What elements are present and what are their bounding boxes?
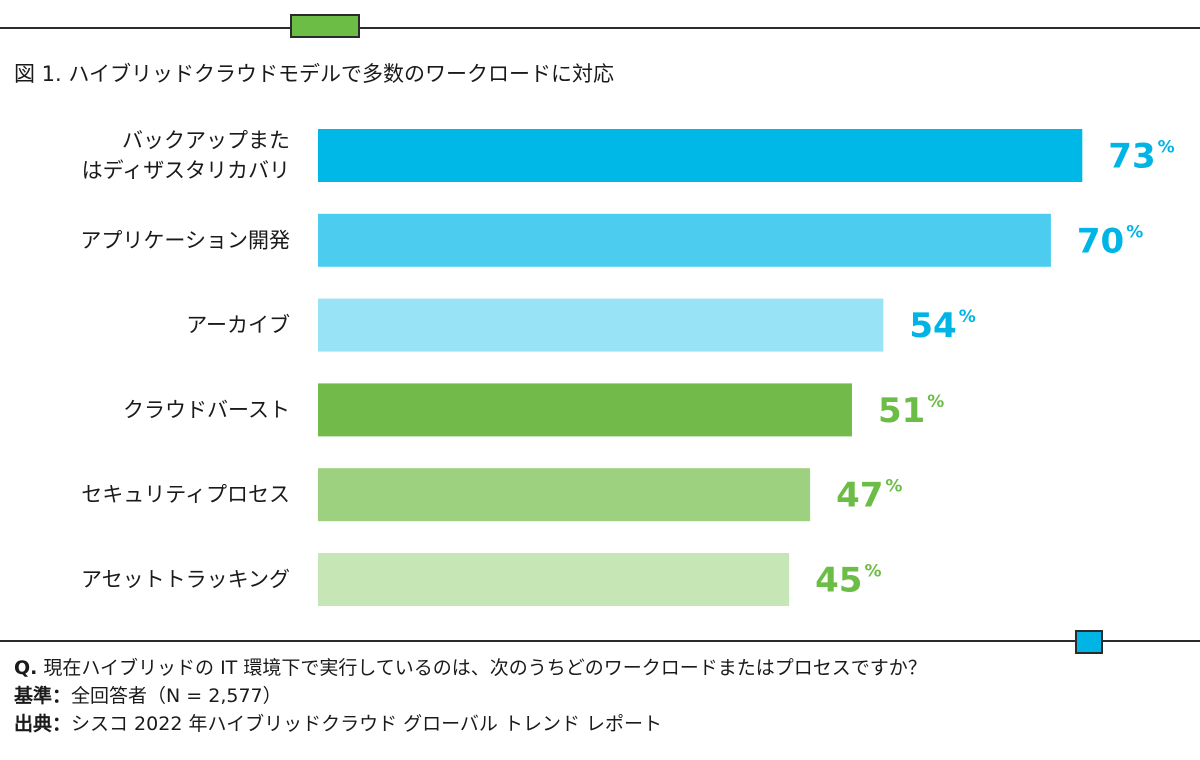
- source-label: 出典：: [14, 713, 72, 735]
- value-label-1: 73%: [1108, 137, 1174, 177]
- bottom-rule: [0, 640, 1200, 642]
- category-label-2: アプリケーション開発: [80, 228, 290, 252]
- question-text: 現在ハイブリッドの IT 環境下で実行しているのは、次のうちどのワークロードまた…: [37, 657, 927, 679]
- bar-5: [318, 468, 811, 522]
- category-label-1-line-2: はディザスタリカバリ: [82, 159, 290, 183]
- bar-6: [318, 553, 790, 606]
- base-label: 基準：: [14, 685, 72, 707]
- base-text: 全回答者（N = 2,577）: [71, 685, 282, 707]
- base-line: 基準：全回答者（N = 2,577）: [14, 682, 927, 710]
- category-label-3: アーカイブ: [186, 313, 290, 337]
- bar-2: [318, 213, 1051, 267]
- blue-marker: [1075, 630, 1103, 654]
- value-label-6: 45%: [815, 561, 881, 601]
- green-marker: [290, 14, 360, 38]
- category-label-1-line-1: バックアップまた: [122, 129, 290, 153]
- value-label-5: 47%: [836, 476, 902, 516]
- question-label: Q.: [14, 657, 38, 679]
- category-label-4: クラウドバースト: [123, 398, 290, 422]
- chart-title: 図 1. ハイブリッドクラウドモデルで多数のワークロードに対応: [14, 62, 614, 86]
- question-line: Q. 現在ハイブリッドの IT 環境下で実行しているのは、次のうちどのワークロー…: [14, 654, 927, 682]
- bar-3: [318, 298, 884, 352]
- source-line: 出典：シスコ 2022 年ハイブリッドクラウド グローバル トレンド レポート: [14, 710, 927, 738]
- top-rule: [0, 27, 1200, 29]
- category-label-6: アセットトラッキング: [81, 568, 290, 592]
- source-text: シスコ 2022 年ハイブリッドクラウド グローバル トレンド レポート: [71, 713, 662, 735]
- notes: Q. 現在ハイブリッドの IT 環境下で実行しているのは、次のうちどのワークロー…: [14, 654, 927, 738]
- value-label-3: 54%: [909, 306, 975, 346]
- value-label-2: 70%: [1077, 221, 1143, 261]
- bar-1: [318, 129, 1083, 182]
- value-label-4: 51%: [878, 391, 944, 431]
- bar-4: [318, 383, 852, 437]
- category-label-5: セキュリティプロセス: [81, 483, 290, 507]
